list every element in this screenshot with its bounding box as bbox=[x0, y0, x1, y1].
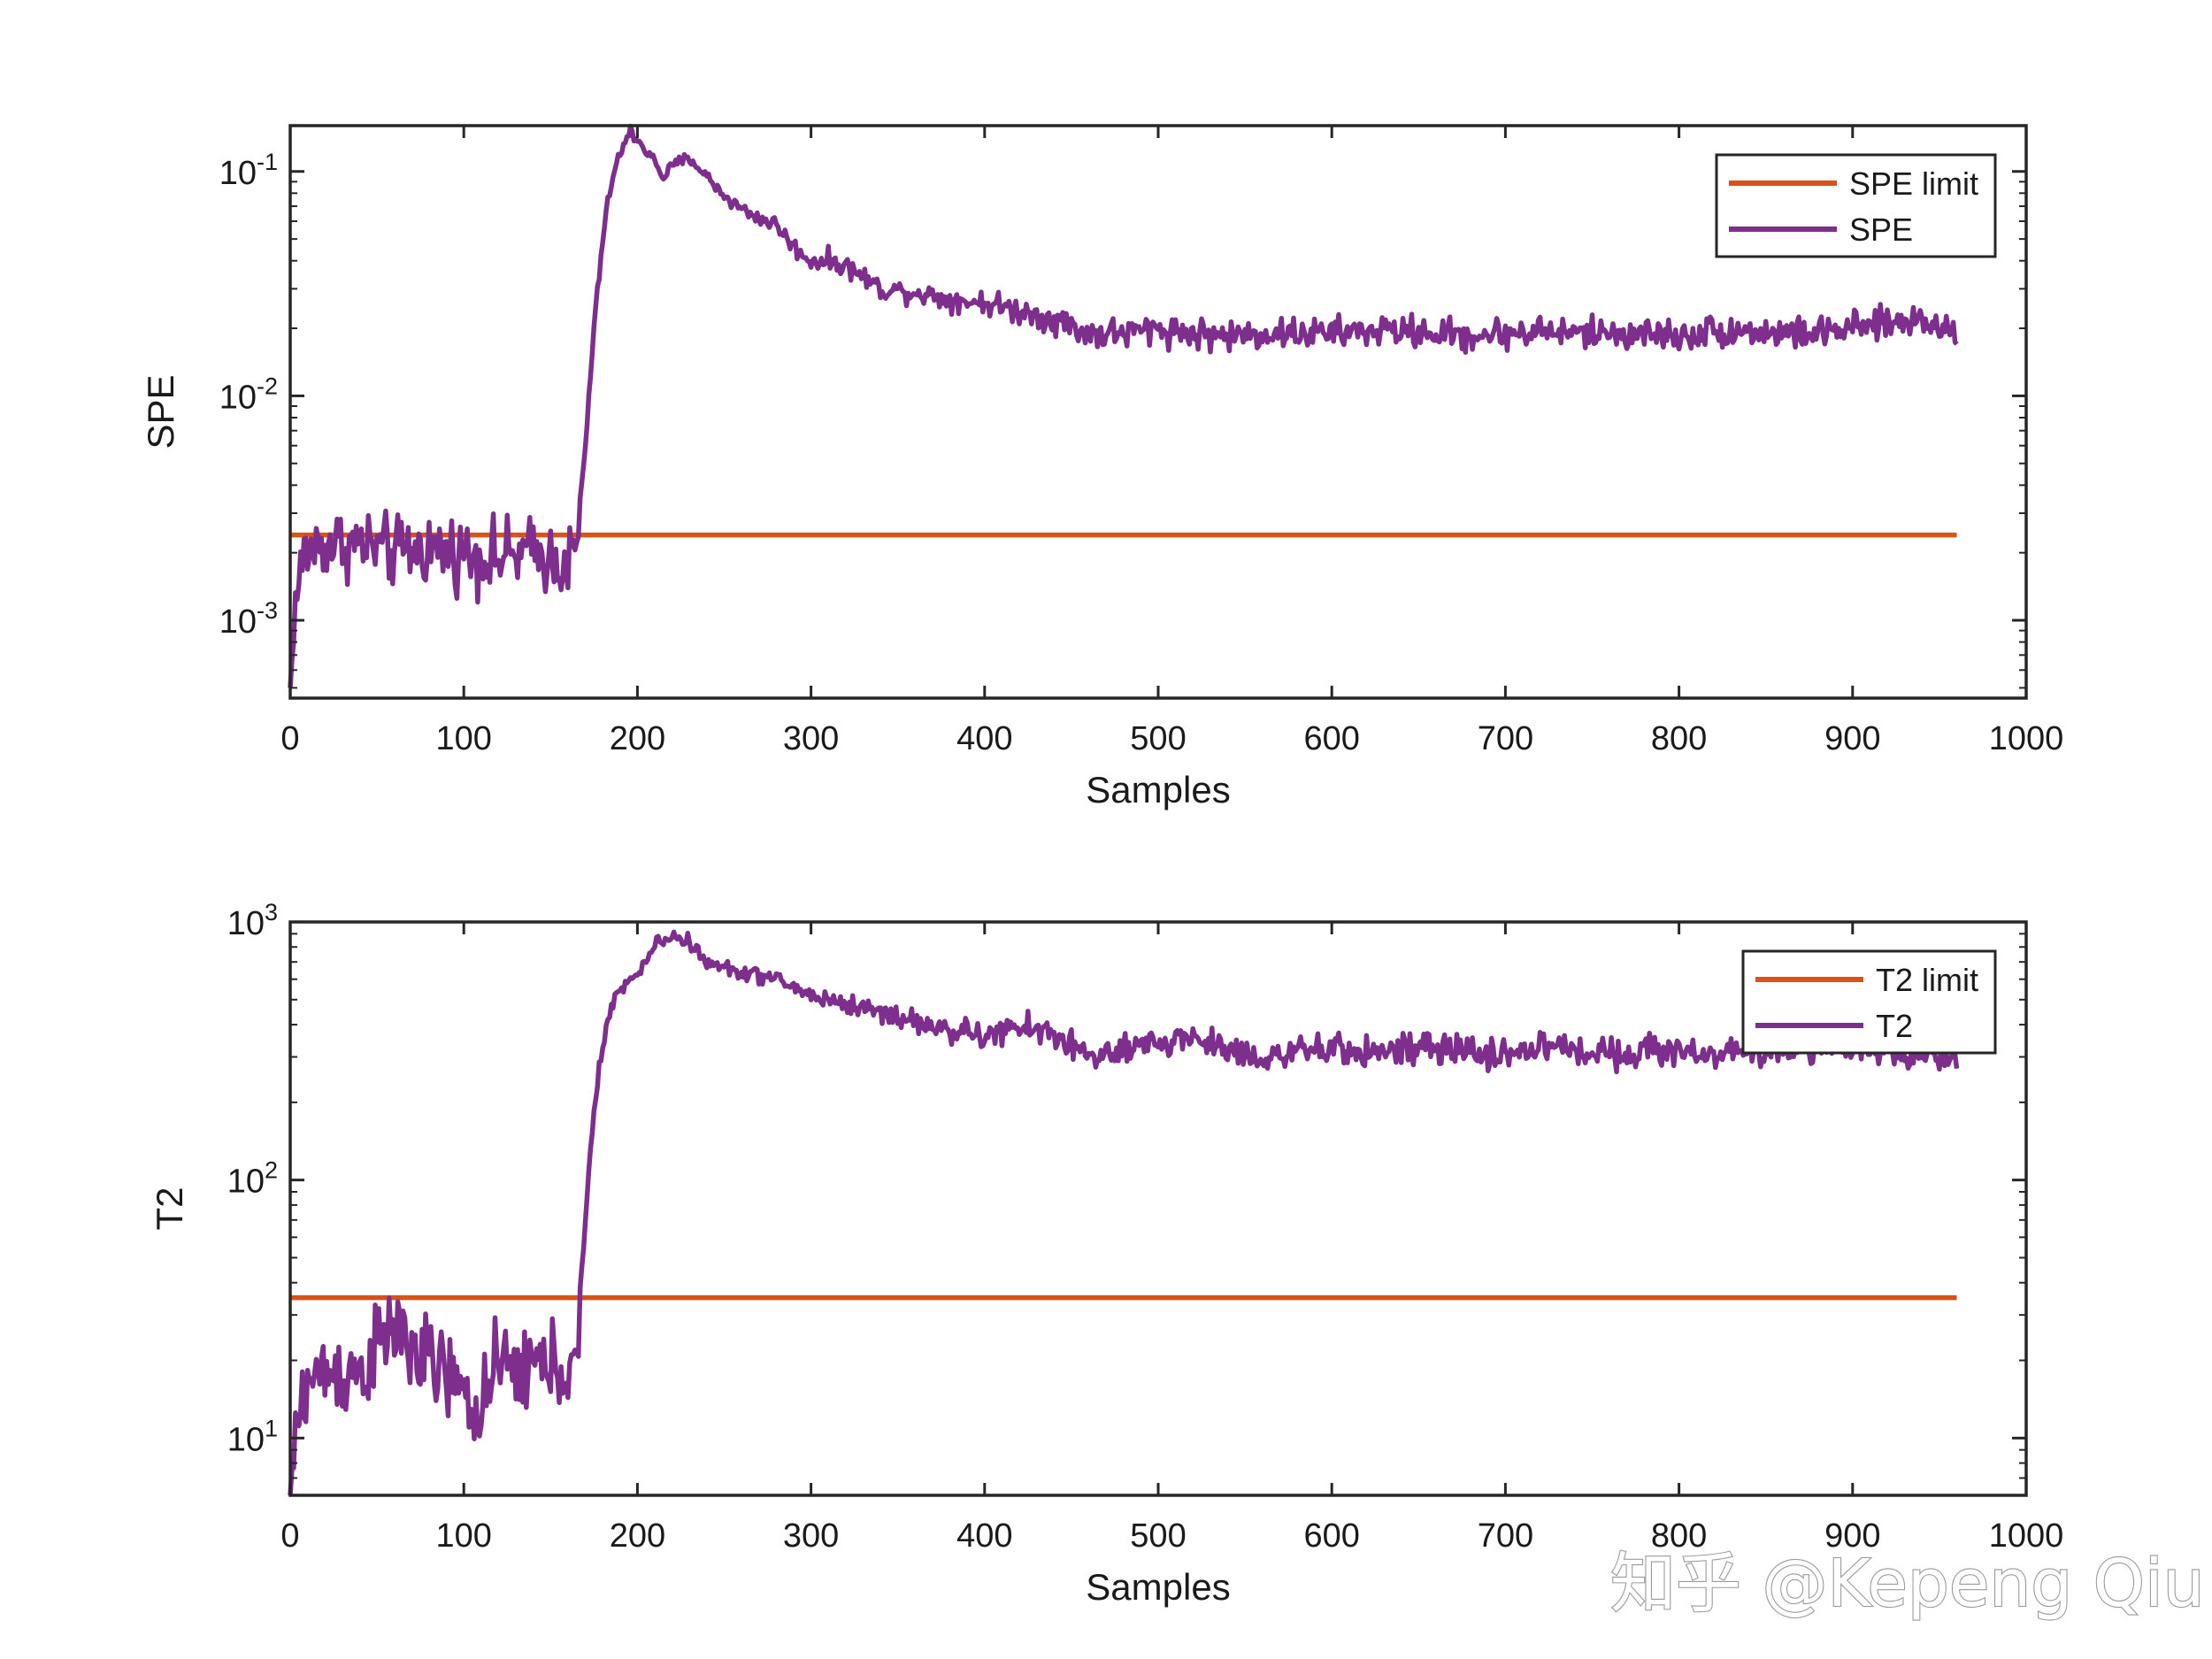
x-tick-label: 200 bbox=[610, 1517, 665, 1555]
legend-entry: SPE bbox=[1849, 211, 1913, 248]
t2-panel: 0 100 200 300 400 500 600 700 800 900 1000 101 102 10… bbox=[149, 899, 2063, 1608]
legend-box bbox=[1715, 153, 1997, 258]
x-tick-label: 100 bbox=[435, 1517, 491, 1555]
y-tick-label: 103 bbox=[227, 899, 278, 942]
x-tick-label: 800 bbox=[1651, 1517, 1707, 1555]
x-tick-label: 900 bbox=[1824, 1517, 1880, 1555]
y-tick-label: 102 bbox=[227, 1157, 278, 1201]
x-tick-label: 200 bbox=[610, 720, 665, 757]
y-axis-label: T2 bbox=[149, 1187, 190, 1230]
x-tick-label: 0 bbox=[280, 1517, 299, 1555]
legend-entry: SPE limit bbox=[1849, 165, 1978, 202]
series-t2 bbox=[288, 929, 1960, 1496]
x-tick-label: 100 bbox=[435, 720, 491, 757]
x-tick-label: 300 bbox=[783, 720, 839, 757]
watermark: 知乎 @Kepeng Qiu bbox=[1610, 1546, 2205, 1622]
x-tick-label: 500 bbox=[1130, 1517, 1186, 1555]
spe-panel: 0 100 200 300 400 500 600 700 800 900 1000 10-3 10-2… bbox=[140, 123, 2064, 810]
y-tick-label: 10-3 bbox=[219, 597, 278, 641]
x-tick-label: 400 bbox=[956, 1517, 1012, 1555]
x-tick-label: 300 bbox=[783, 1517, 839, 1555]
y-tick-label: 10-1 bbox=[219, 149, 278, 192]
x-tick-label: 600 bbox=[1303, 720, 1359, 757]
y-tick-label: 10-2 bbox=[219, 373, 278, 416]
x-tick-label: 500 bbox=[1130, 720, 1186, 757]
x-tick-label: 400 bbox=[956, 720, 1012, 757]
x-tick-label: 0 bbox=[280, 720, 299, 757]
x-tick-label: 600 bbox=[1303, 1517, 1359, 1555]
x-tick-label: 700 bbox=[1478, 720, 1533, 757]
x-tick-label: 900 bbox=[1824, 720, 1880, 757]
y-axis-label: SPE bbox=[140, 374, 181, 449]
x-tick-label: 1000 bbox=[1989, 720, 2064, 757]
y-tick-label: 101 bbox=[227, 1415, 278, 1458]
x-axis-label: Samples bbox=[1086, 1566, 1230, 1608]
legend-entry: T2 limit bbox=[1876, 962, 1978, 998]
legend-box bbox=[1741, 949, 1997, 1055]
x-axis-label: Samples bbox=[1086, 769, 1230, 810]
x-tick-label: 700 bbox=[1478, 1517, 1533, 1555]
series-spe bbox=[288, 123, 1959, 688]
legend-entry: T2 bbox=[1876, 1008, 1913, 1044]
legend: T2 limit T2 bbox=[1741, 949, 1997, 1055]
x-tick-label: 800 bbox=[1651, 720, 1707, 757]
legend: SPE limit SPE bbox=[1715, 153, 1997, 258]
x-tick-label: 1000 bbox=[1989, 1517, 2064, 1555]
